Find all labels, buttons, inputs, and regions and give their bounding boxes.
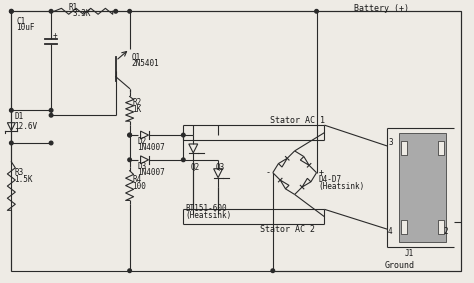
Text: Q3: Q3 — [215, 163, 224, 172]
Text: D3: D3 — [137, 162, 147, 171]
Text: J1: J1 — [405, 249, 414, 258]
Text: D4-D7: D4-D7 — [319, 175, 342, 184]
Circle shape — [182, 158, 185, 162]
Circle shape — [128, 269, 131, 273]
Circle shape — [9, 141, 13, 145]
Circle shape — [271, 269, 274, 273]
Text: R3: R3 — [14, 168, 24, 177]
Text: Q1: Q1 — [132, 53, 141, 62]
Text: +: + — [319, 168, 324, 177]
Circle shape — [315, 10, 319, 13]
Text: 1.5K: 1.5K — [14, 175, 33, 184]
Text: 3.3K: 3.3K — [73, 9, 91, 18]
Circle shape — [49, 141, 53, 145]
Circle shape — [182, 133, 185, 137]
Text: R4: R4 — [133, 175, 142, 184]
Text: Q2: Q2 — [190, 163, 200, 172]
Text: R2: R2 — [133, 98, 142, 108]
Circle shape — [128, 133, 131, 137]
Circle shape — [9, 10, 13, 13]
Text: 100: 100 — [133, 182, 146, 191]
Text: 2: 2 — [444, 227, 448, 236]
Text: C1: C1 — [16, 17, 26, 26]
Circle shape — [114, 10, 118, 13]
Circle shape — [49, 108, 53, 112]
Text: +: + — [53, 31, 58, 40]
Text: Stator AC 2: Stator AC 2 — [260, 225, 315, 234]
Text: 4: 4 — [388, 227, 393, 236]
Text: (Heatsink): (Heatsink) — [185, 211, 232, 220]
Text: Stator AC 1: Stator AC 1 — [270, 116, 325, 125]
Text: D2: D2 — [137, 137, 147, 146]
Circle shape — [128, 133, 131, 137]
Circle shape — [49, 113, 53, 117]
Bar — [401, 141, 407, 155]
Text: R1: R1 — [69, 3, 78, 12]
Bar — [399, 133, 446, 242]
Circle shape — [49, 10, 53, 13]
Circle shape — [128, 158, 131, 162]
Text: (Heatsink): (Heatsink) — [319, 182, 365, 191]
Circle shape — [128, 10, 131, 13]
Circle shape — [9, 108, 13, 112]
Text: 3: 3 — [388, 138, 393, 147]
Bar — [438, 141, 444, 155]
Text: BT151-600: BT151-600 — [185, 204, 227, 213]
Text: 1N4007: 1N4007 — [137, 168, 165, 177]
Text: 10uF: 10uF — [16, 23, 35, 32]
Text: -: - — [266, 168, 271, 177]
Bar — [438, 220, 444, 234]
Text: 12.6V: 12.6V — [14, 122, 37, 131]
Text: Battery (+): Battery (+) — [354, 4, 410, 13]
Text: Ground: Ground — [384, 261, 414, 270]
Bar — [401, 220, 407, 234]
Circle shape — [9, 10, 13, 13]
Text: 2N5401: 2N5401 — [132, 59, 159, 68]
Text: 1N4007: 1N4007 — [137, 143, 165, 152]
Text: D1: D1 — [14, 112, 24, 121]
Text: 1K: 1K — [133, 105, 142, 114]
